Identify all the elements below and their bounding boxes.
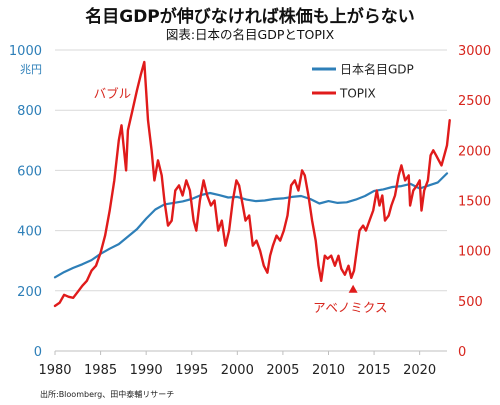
x-tick-label: 2015 (358, 363, 391, 378)
source-note: 出所:Bloomberg、田中泰輔リサーチ (40, 390, 175, 399)
series-group (53, 60, 451, 308)
x-tick-label: 1980 (38, 363, 71, 378)
legend: 日本名目GDP TOPIX (312, 62, 414, 101)
y-right-tick-label: 2000 (458, 144, 491, 159)
x-tick-label: 2020 (403, 363, 436, 378)
y-left-tick-label: 400 (17, 225, 42, 240)
y-right-tick-label: 500 (458, 295, 483, 310)
y-right-tick-label: 3000 (458, 44, 491, 59)
y-left-tick-label: 1000 (9, 44, 42, 59)
y-left-tick-label: 800 (17, 104, 42, 119)
x-tick-label: 2000 (221, 363, 254, 378)
annotation-label: アベノミクス (313, 300, 387, 315)
legend-label: TOPIX (339, 87, 376, 101)
y-right-tick-label: 0 (458, 345, 466, 360)
annotation-label: バブル (94, 86, 132, 101)
y-left-tick-label: 600 (17, 164, 42, 179)
chart-title: 名目GDPが伸びなければ株価も上がらない (85, 7, 415, 27)
y-right-tick-label: 1000 (458, 245, 491, 260)
y-right-tick-label: 2500 (458, 94, 491, 109)
x-tick-label: 1995 (175, 363, 208, 378)
x-tick-label: 2010 (312, 363, 345, 378)
series-line-gdp (53, 172, 449, 279)
x-tick-label: 1990 (130, 363, 163, 378)
annotation-marker (348, 284, 358, 293)
y-left-tick-label: 0 (34, 345, 42, 360)
y-right-tick-label: 1500 (458, 195, 491, 210)
chart-subtitle: 図表:日本の名目GDPとTOPIX (165, 27, 335, 42)
axes: 0 200 400 600 800 1000 0 500 1000 1500 2000 2500 300… (9, 44, 491, 378)
y-left-tick-label: 200 (17, 285, 42, 300)
y-left-unit-label: 兆円 (20, 63, 42, 76)
x-tick-label: 1985 (84, 363, 117, 378)
series-line-topix (53, 60, 451, 308)
legend-label: 日本名目GDP (340, 62, 414, 77)
x-tick-label: 2005 (266, 363, 299, 378)
